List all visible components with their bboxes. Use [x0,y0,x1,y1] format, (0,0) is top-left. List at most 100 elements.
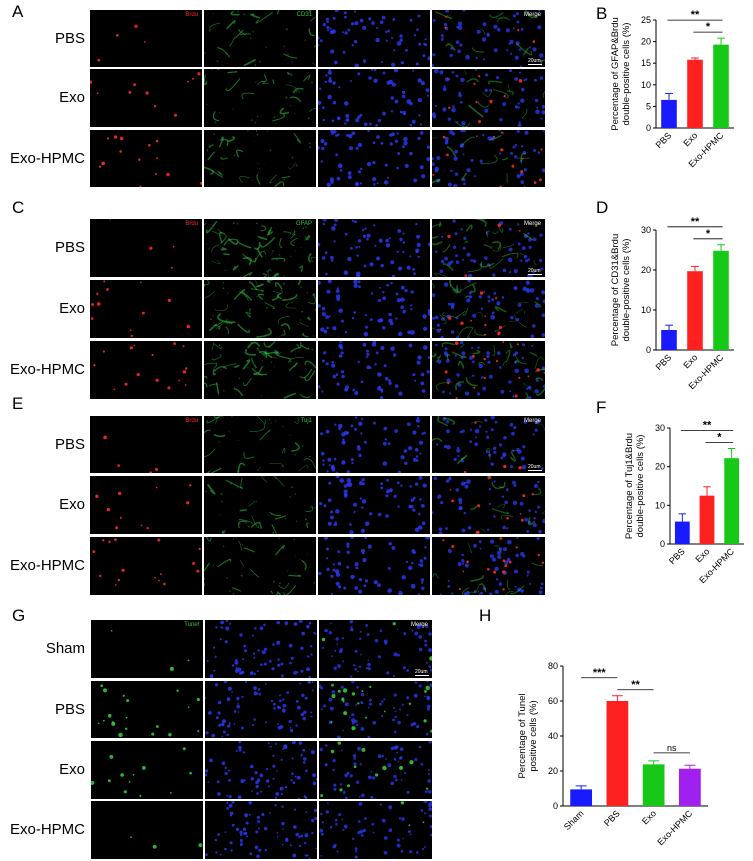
bar-pbs [606,701,629,806]
bar-exo [699,495,715,544]
bar-chart-f: 0 10 20 30 Percentage of Tuj1&Brdu double-pos… [624,419,744,585]
y-axis-label: Percentage of CD31&Brdu [610,234,621,346]
micrograph-panel [205,620,317,678]
channel-label: Brdu [185,12,198,18]
y-tick-label: 15 [641,58,651,68]
y-tick-label: 0 [553,801,558,811]
channel-label: Merge [523,12,541,18]
scale-bar-label: 20um [528,268,541,274]
y-tick-label: 60 [548,696,558,706]
significance-label: ** [691,9,700,21]
row-label: Exo [59,496,85,513]
scale-bar-line [528,274,542,275]
micrograph-panel: Merge 20um [432,219,545,277]
micrograph-panel: Brdu [90,10,202,67]
scale-bar: 20um [528,268,542,275]
significance-label: * [717,431,722,443]
x-tick-label: PBS [667,546,687,566]
x-tick-label: Exo [693,546,711,564]
micrograph-panel [432,476,545,534]
micrograph-panel [205,681,317,738]
y-tick-label: 20 [548,766,558,776]
micrograph-panel [318,416,430,473]
micrograph-panel [432,280,545,338]
y-axis-label: Percentage of GFAP&Brdu [610,17,621,131]
x-tick-label: PBS [602,808,622,828]
panel-letter-c: C [12,198,25,217]
scale-bar: 20um [528,58,542,65]
micrograph-panel [318,219,430,277]
bar-exo [687,271,703,350]
micrograph-panel [318,537,430,595]
y-tick-label: 30 [641,225,651,235]
micrograph-panel [319,741,432,799]
y-tick-label: 20 [655,462,665,472]
micrograph-panel [90,130,202,187]
y-axis-label: positive cells (%) [528,700,539,771]
panel-letter-f: F [596,398,607,417]
micrograph-panel [318,341,430,399]
bar-chart-d: 0 10 20 30 Percentage of CD31&Brdu double-pos… [610,216,734,391]
micrograph-panel: Merge 20um [432,416,545,473]
micrograph-panel [204,280,316,338]
y-tick-label: 30 [655,423,665,433]
x-tick-label: PBS [654,352,674,372]
panel-letter-g: G [12,606,26,625]
micrograph-panel [204,537,316,595]
y-tick-label: 10 [655,500,665,510]
micrograph-panel [432,69,545,127]
channel-label: Brdu [185,418,198,424]
scale-bar-line [528,64,542,65]
row-label: PBS [54,29,85,47]
row-label: Exo-HPMC [9,149,85,167]
bar-exo-hpmc [713,44,729,128]
row-label: PBS [54,239,85,256]
channel-label: Tuj1 [300,418,312,424]
micrograph-panel [318,69,430,127]
row-label: PBS [54,435,85,453]
panel-letter-e: E [12,394,24,413]
significance-label: * [706,21,711,33]
scale-bar-label: 20um [528,58,541,64]
micrograph-panel [318,10,430,67]
bar-pbs [674,521,690,544]
significance-label: ** [691,216,700,228]
y-axis-label: double-positive cells (%) [621,239,632,342]
significance-label: ** [703,419,712,431]
y-axis-label: Percentage of Tunel [517,693,528,778]
bar-exo-hpmc [679,768,701,806]
micrograph-panel [204,69,316,127]
micrograph-panel [90,537,202,595]
row-label: Exo-HPMC [9,821,85,838]
bar-exo [642,764,665,806]
x-tick-label: Exo [681,130,699,148]
bar-exo [687,59,703,128]
micrograph-panel: Merge 20um [319,620,432,678]
micrograph-panel [205,801,317,859]
micrograph-panel [91,801,203,859]
micrograph-panel [432,341,545,399]
y-axis-label: double-positive cells (%) [621,23,632,126]
panel-letter-d: D [596,198,609,217]
scale-bar: 20um [415,669,429,676]
x-tick-label: Exo [640,808,658,826]
significance-label: *** [593,667,607,679]
scale-bar: 20um [528,464,542,471]
micrograph-panel [318,476,430,534]
micrograph-panel [90,69,202,127]
panel-letter-h: H [479,606,492,625]
y-tick-label: 40 [548,731,558,741]
row-label: Exo [59,89,85,106]
y-tick-label: 80 [548,661,558,671]
y-tick-label: 0 [646,123,651,133]
bar-sham [570,789,592,806]
bar-pbs [661,330,677,350]
micrograph-panel [319,801,432,859]
row-label: Exo-HPMC [9,361,85,378]
y-axis-label: double-positive cells (%) [635,435,646,538]
micrograph-panel [319,681,432,738]
channel-label: GFAP [295,221,312,227]
micrograph-panel [204,476,316,534]
bar-pbs [661,99,677,128]
micrograph-panel [90,280,202,338]
